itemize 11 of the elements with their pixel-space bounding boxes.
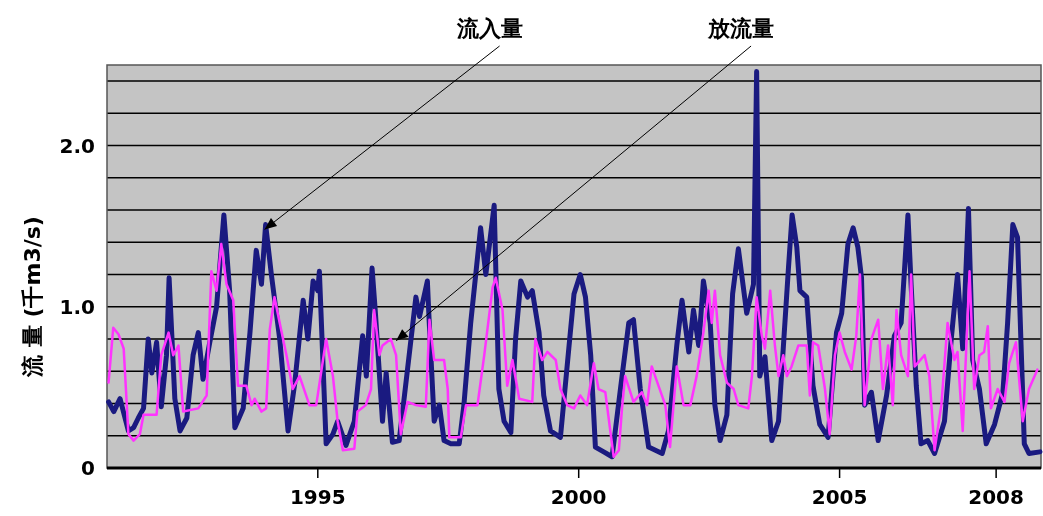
y-tick-label: 2.0: [59, 133, 95, 158]
annotation: 放流量: [707, 16, 775, 41]
y-axis-title: 流 量 (千m3/s): [20, 216, 45, 378]
x-tick-label: 1995: [289, 485, 346, 509]
x-tick-label: 2000: [550, 485, 607, 509]
y-tick-label: 0: [81, 456, 95, 480]
x-tick-label: 2005: [811, 485, 868, 509]
annotation: 流入量: [455, 16, 523, 41]
x-tick-label: 2008: [968, 485, 1024, 509]
line-series: [107, 242, 1039, 458]
y-tick-label: 1.0: [59, 294, 95, 319]
